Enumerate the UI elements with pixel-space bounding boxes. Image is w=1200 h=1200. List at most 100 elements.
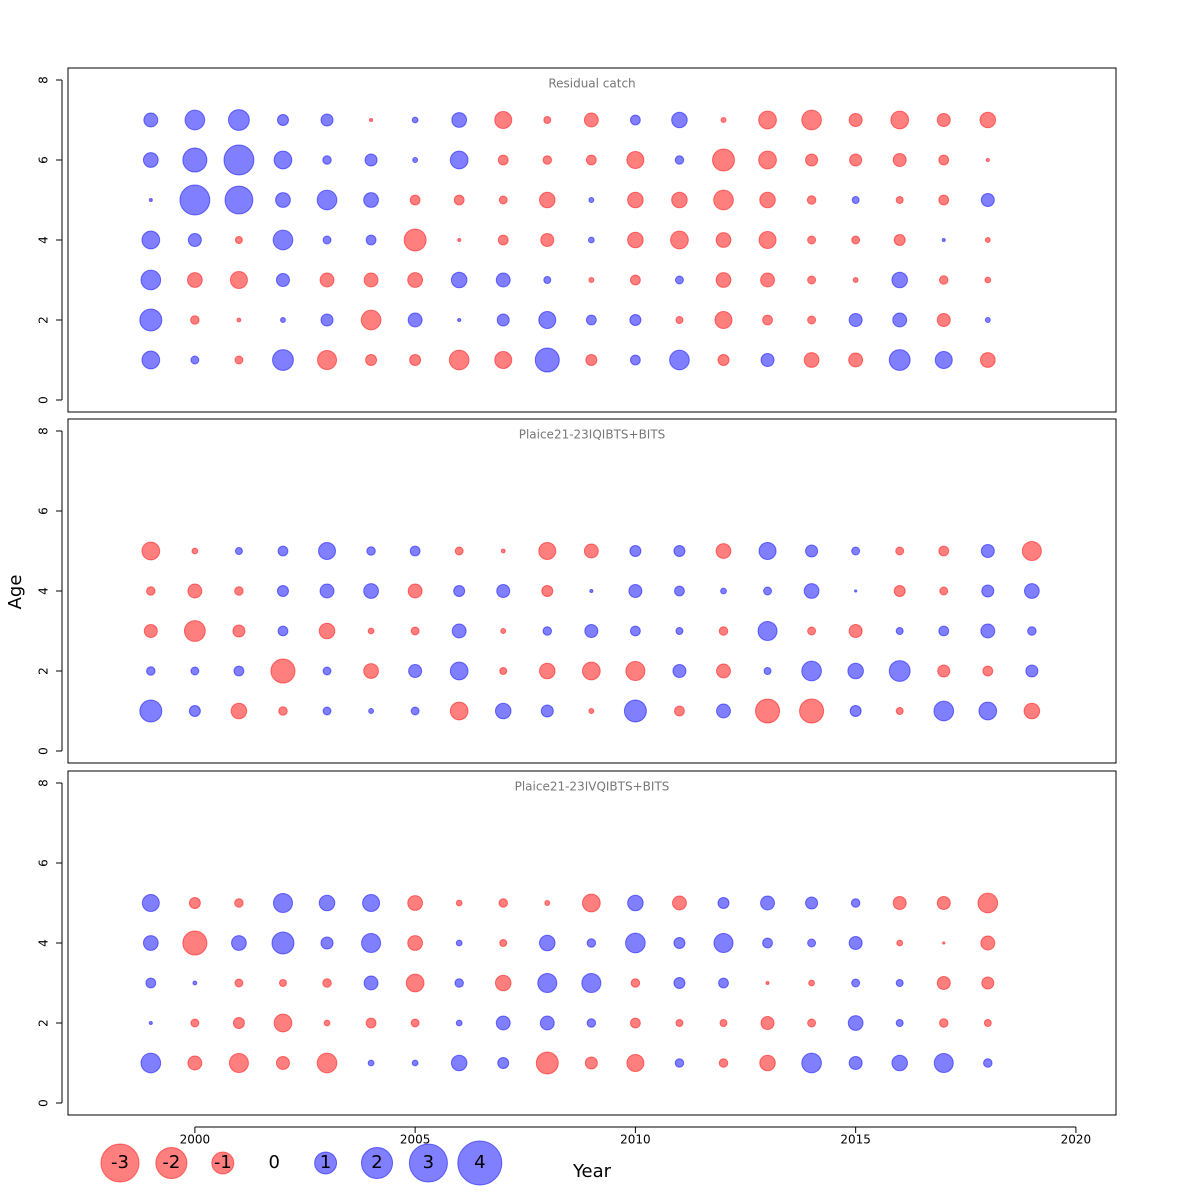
residual-bubble — [454, 978, 464, 988]
residual-bubble — [760, 272, 776, 288]
residual-bubble — [938, 1018, 949, 1028]
residual-bubble — [936, 112, 951, 128]
residual-bubble — [715, 232, 732, 248]
residual-bubble — [187, 1055, 203, 1071]
residual-bubble — [320, 936, 334, 950]
residual-bubble — [407, 312, 423, 328]
x-tick-label: 2010 — [620, 1133, 651, 1147]
residual-bubble — [187, 583, 203, 599]
residual-bubble — [498, 898, 508, 908]
residual-bubble — [538, 541, 557, 561]
residual-bubble — [539, 662, 556, 680]
residual-bubble — [320, 313, 334, 327]
residual-bubble — [272, 892, 294, 914]
residual-bubble — [494, 350, 513, 370]
residual-bubble — [320, 113, 334, 127]
residual-bubble — [539, 191, 556, 209]
residual-bubble — [983, 1058, 993, 1068]
residual-bubble — [190, 355, 200, 365]
residual-bubble — [807, 626, 817, 636]
residual-bubble — [762, 314, 773, 326]
residual-bubble — [410, 706, 420, 716]
residual-bubble — [936, 312, 951, 328]
residual-bubble — [323, 1019, 331, 1027]
residual-bubble — [188, 705, 201, 717]
residual-bubble — [892, 895, 907, 911]
y-tick-label: 6 — [37, 507, 51, 515]
residual-bubble — [363, 663, 379, 679]
legend-label: -1 — [214, 1152, 232, 1173]
residual-bubble — [363, 192, 379, 208]
residual-bubble — [542, 155, 553, 165]
residual-bubble — [494, 110, 513, 130]
residual-bubble — [933, 700, 955, 722]
residual-bubble — [719, 1019, 728, 1027]
x-tick-label: 2005 — [400, 1133, 431, 1147]
residual-bubble — [805, 544, 819, 558]
residual-bubble — [586, 938, 597, 948]
residual-bubble — [543, 276, 552, 284]
residual-bubble — [938, 545, 950, 557]
residual-bubble — [675, 1019, 684, 1027]
residual-bubble — [848, 935, 863, 951]
y-tick-label: 2 — [37, 1019, 51, 1027]
residual-bubble — [937, 664, 951, 678]
residual-bubble — [234, 898, 244, 908]
residual-bubble — [448, 349, 470, 371]
residual-bubble — [585, 354, 598, 366]
residual-bubble — [322, 706, 332, 716]
residual-bubble — [366, 546, 376, 556]
residual-bubble — [455, 899, 463, 907]
residual-bubble — [851, 978, 861, 988]
residual-bubble — [895, 1019, 904, 1027]
residual-bubble — [936, 975, 951, 991]
residual-bubble — [411, 1059, 419, 1067]
residual-bubble — [494, 974, 512, 992]
residual-bubble — [1023, 583, 1040, 599]
residual-bubble — [981, 584, 995, 598]
residual-bubble — [847, 1015, 864, 1031]
residual-bubble — [499, 667, 508, 675]
panel-title: Residual catch — [548, 77, 635, 91]
y-tick-label: 4 — [37, 236, 51, 244]
residual-bubble — [938, 625, 950, 637]
residual-bubble — [365, 234, 377, 246]
legend-bubble — [457, 1140, 503, 1186]
y-tick-label: 4 — [37, 587, 51, 595]
residual-bubble — [893, 585, 906, 597]
residual-bubble — [367, 1059, 375, 1067]
residual-bubble — [801, 1052, 822, 1074]
x-tick-label: 2015 — [840, 1133, 871, 1147]
residual-bubble — [190, 1018, 200, 1028]
residual-bubble — [669, 349, 690, 371]
residual-bubble — [892, 312, 908, 328]
residual-bubble — [182, 147, 208, 173]
residual-bubble — [673, 937, 686, 949]
residual-bubble — [319, 272, 335, 288]
residual-bubble — [233, 665, 245, 677]
residual-bubble — [625, 660, 646, 682]
legend-bubble — [155, 1146, 188, 1180]
residual-bubble — [758, 110, 777, 130]
residual-bubble — [711, 148, 735, 172]
residual-bubble — [188, 897, 201, 909]
residual-bubble — [409, 545, 421, 557]
residual-bubble — [982, 665, 994, 677]
residual-bubble — [403, 228, 427, 252]
residual-bubble — [495, 272, 511, 288]
residual-bubble — [674, 705, 685, 717]
residual-bubble — [449, 150, 469, 170]
residual-bubble — [140, 1052, 162, 1074]
residual-bubble — [275, 1055, 290, 1071]
residual-bubble — [364, 153, 378, 167]
residual-bubble — [806, 195, 817, 205]
residual-bubble — [674, 155, 685, 165]
y-tick-label: 2 — [37, 667, 51, 675]
residual-bubble — [629, 545, 642, 557]
panel-title: Plaice21-23IQIBTS+BITS — [519, 428, 666, 442]
residual-bubble — [148, 1020, 153, 1026]
residual-bubble — [453, 585, 466, 597]
residual-bubble — [888, 660, 911, 682]
residual-bubble — [363, 272, 379, 288]
